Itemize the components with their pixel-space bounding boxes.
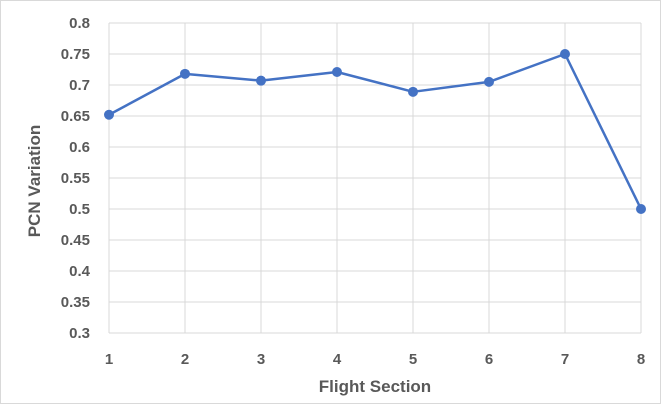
y-tick-label: 0.7 <box>69 77 90 94</box>
x-tick-label: 5 <box>409 351 417 368</box>
y-tick-label: 0.5 <box>69 201 90 218</box>
x-tick-label: 8 <box>637 351 645 368</box>
x-tick-label: 2 <box>181 351 189 368</box>
y-tick-label: 0.35 <box>61 294 90 311</box>
y-tick-label: 0.8 <box>69 15 90 32</box>
series-line <box>108 52 643 210</box>
y-tick-label: 0.6 <box>69 139 90 156</box>
y-tick-label: 0.55 <box>61 170 90 187</box>
data-point <box>256 75 266 86</box>
data-point <box>560 49 570 59</box>
data-point <box>332 66 342 77</box>
data-point <box>636 204 646 214</box>
y-tick-label: 0.45 <box>61 232 90 249</box>
y-tick-label: 0.3 <box>69 325 90 342</box>
data-point <box>104 109 114 120</box>
y-axis-title: PCN Variation <box>25 125 44 237</box>
x-tick-label: 1 <box>105 351 113 368</box>
x-tick-label: 6 <box>485 351 493 368</box>
y-tick-labels: 0.3 0.35 0.4 0.45 0.5 0.55 0.6 0.65 0.7 0.75 0.8 <box>61 15 91 342</box>
x-axis-title: Flight Section <box>319 377 431 396</box>
x-tick-label: 4 <box>333 351 342 368</box>
data-point <box>180 68 190 79</box>
x-tick-label: 3 <box>257 351 265 368</box>
x-tick-labels: 1 2 3 4 5 6 7 8 <box>105 351 645 368</box>
y-tick-label: 0.65 <box>61 108 90 125</box>
y-tick-label: 0.4 <box>69 263 91 280</box>
series-group <box>104 49 646 214</box>
data-point <box>408 86 418 97</box>
x-tick-label: 7 <box>561 351 569 368</box>
y-tick-label: 0.75 <box>61 46 90 63</box>
gridlines <box>108 22 642 334</box>
data-point <box>484 76 494 87</box>
